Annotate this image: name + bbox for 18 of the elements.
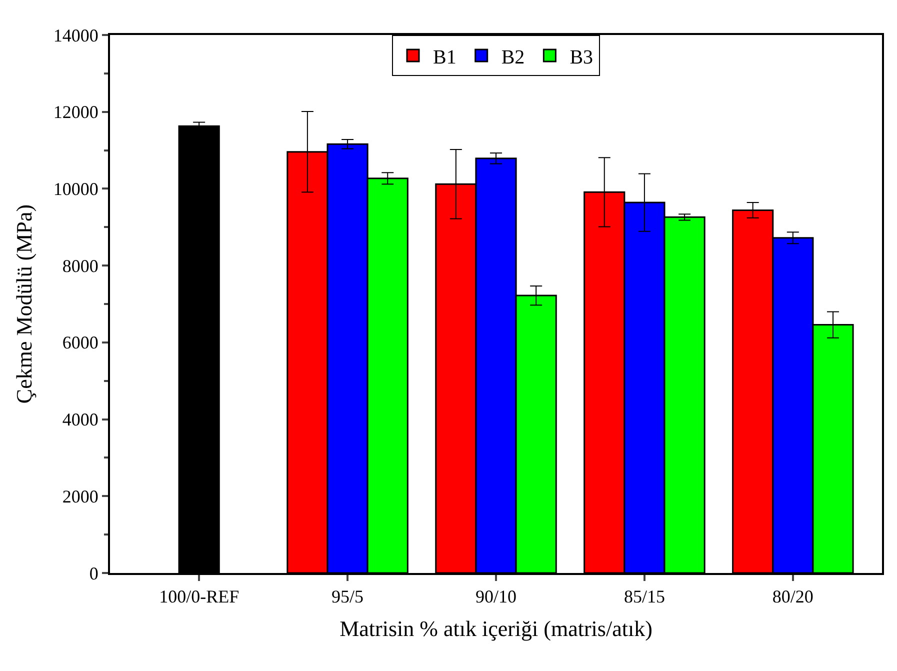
x-tick-label: 85/15	[624, 586, 665, 607]
x-tick-label: 100/0-REF	[159, 586, 240, 607]
x-tick-label: 95/5	[332, 586, 364, 607]
y-tick-label: 12000	[53, 102, 98, 122]
legend-label: B1	[433, 46, 456, 68]
x-axis-title: Matrisin % atık içeriği (matris/atık)	[340, 616, 652, 641]
y-tick-label: 0	[89, 563, 98, 584]
y-axis-title: Çekme Modülü (MPa)	[12, 204, 37, 404]
legend-label: B2	[501, 46, 525, 68]
y-tick-label: 10000	[53, 179, 98, 200]
legend-label: B3	[570, 46, 594, 68]
x-tick-label: 80/20	[772, 586, 814, 607]
y-tick-label: 6000	[62, 332, 98, 353]
x-tick-label: 90/10	[475, 586, 517, 607]
y-tick-label: 14000	[53, 25, 98, 46]
y-tick-label: 4000	[62, 410, 98, 430]
y-tick-label: 2000	[62, 486, 98, 506]
y-tick-label: 8000	[62, 256, 98, 276]
